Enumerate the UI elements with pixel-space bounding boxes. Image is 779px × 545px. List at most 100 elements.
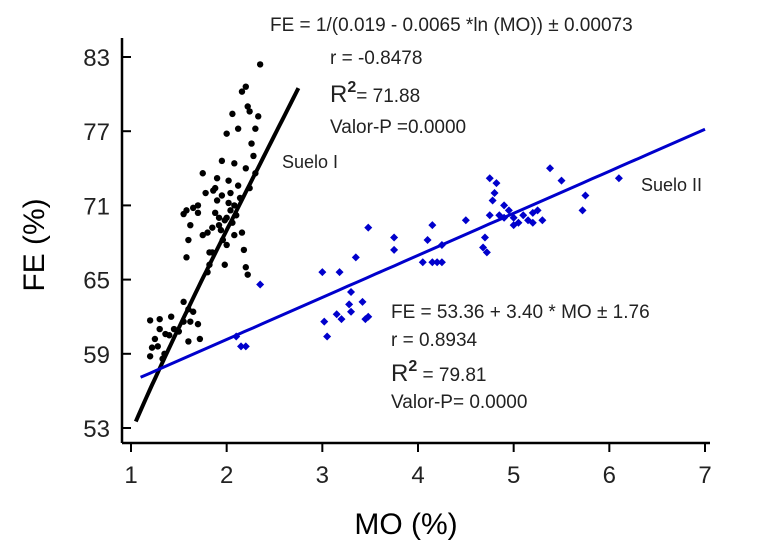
point-suelo-i (209, 224, 216, 231)
point-suelo-i (154, 343, 161, 350)
point-suelo-ii (364, 312, 373, 321)
point-suelo-i (231, 231, 238, 239)
point-suelo-ii (323, 332, 332, 341)
point-suelo-i (252, 125, 259, 132)
point-suelo-i (210, 187, 217, 194)
point-suelo-ii (437, 240, 446, 249)
point-suelo-i (225, 199, 232, 207)
point-suelo-i (206, 261, 213, 268)
point-suelo-i (244, 103, 251, 110)
point-suelo-i (146, 353, 154, 360)
point-suelo-i (187, 221, 194, 229)
point-suelo-ii (418, 258, 427, 267)
point-suelo-i (234, 182, 242, 189)
point-suelo-ii (461, 216, 470, 225)
y-tick-label: 53 (83, 416, 110, 443)
r-bottom: r = 0.8934 (391, 330, 478, 351)
point-suelo-i (236, 194, 244, 202)
r2-bottom-prefix: R (391, 360, 408, 387)
point-suelo-i (167, 313, 175, 320)
point-suelo-ii (538, 216, 547, 225)
point-suelo-i (242, 264, 249, 271)
point-suelo-i (180, 298, 187, 306)
r2-top-sup: 2 (347, 79, 356, 96)
point-suelo-ii (485, 174, 494, 183)
point-suelo-i (156, 325, 163, 333)
point-suelo-i (161, 350, 168, 357)
point-suelo-ii (504, 206, 513, 215)
point-suelo-ii (546, 164, 555, 173)
point-suelo-ii (364, 223, 373, 232)
point-suelo-ii (335, 268, 344, 277)
point-suelo-i (213, 197, 221, 204)
y-tick-label: 71 (83, 193, 110, 220)
y-tick-label: 65 (83, 268, 110, 295)
axes (120, 38, 710, 445)
point-suelo-ii (557, 176, 566, 185)
point-suelo-i (166, 332, 173, 339)
r-top: r = -0.8478 (330, 48, 422, 69)
y-axis-label: FE (%) (18, 198, 51, 291)
r2-top-value: = 71.88 (356, 86, 420, 107)
point-suelo-i (159, 355, 166, 362)
point-suelo-i (180, 318, 187, 325)
point-suelo-i (180, 210, 187, 218)
point-suelo-ii (490, 189, 499, 198)
point-suelo-ii (320, 317, 329, 326)
annotation-suelo-ii: Suelo II (641, 175, 702, 195)
point-suelo-ii (237, 342, 246, 351)
point-suelo-i (242, 165, 249, 172)
point-suelo-i (194, 202, 202, 209)
point-suelo-i (223, 130, 230, 137)
point-suelo-ii (533, 206, 542, 215)
point-suelo-ii (528, 218, 537, 227)
equation-box-suelo-ii: FE = 53.36 + 3.40 * MO ± 1.76 r = 0.8934… (391, 302, 650, 413)
r2-top-prefix: R (330, 81, 347, 108)
p-top: Valor-P =0.0000 (330, 117, 466, 138)
equation-box-suelo-i: FE = 1/(0.019 - 0.0065 *ln (MO)) ± 0.000… (270, 15, 633, 138)
point-suelo-i (238, 229, 246, 236)
point-suelo-i (199, 231, 206, 239)
point-suelo-i (219, 236, 227, 244)
point-suelo-ii (351, 253, 360, 262)
point-suelo-i (233, 212, 240, 219)
point-suelo-i (189, 204, 197, 212)
point-suelo-ii (332, 310, 341, 319)
point-suelo-ii (581, 191, 590, 200)
point-suelo-i (185, 338, 192, 345)
point-suelo-ii (488, 196, 497, 205)
point-suelo-ii (318, 268, 327, 277)
point-suelo-i (246, 108, 253, 115)
point-suelo-i (218, 157, 226, 165)
point-suelo-i (211, 209, 219, 217)
point-suelo-ii (428, 258, 437, 267)
point-suelo-i (231, 160, 238, 167)
point-suelo-ii (347, 287, 356, 296)
point-suelo-ii (614, 174, 623, 183)
data-points (146, 61, 623, 362)
point-suelo-i (223, 241, 230, 249)
point-suelo-i (156, 315, 163, 323)
point-suelo-ii (256, 280, 265, 289)
point-suelo-i (234, 125, 242, 132)
point-suelo-ii (241, 342, 250, 351)
point-suelo-i (215, 221, 223, 229)
annotation-suelo-i: Suelo I (282, 152, 338, 172)
point-suelo-ii (485, 211, 494, 220)
point-suelo-i (194, 209, 202, 217)
point-suelo-i (250, 152, 257, 160)
point-suelo-ii (482, 248, 491, 257)
point-suelo-i (202, 189, 209, 197)
point-suelo-ii (578, 206, 587, 215)
r2-bottom: R2 = 79.81 (391, 358, 486, 387)
r2-bottom-sup: 2 (408, 358, 417, 375)
x-tick-label: 7 (698, 462, 711, 489)
point-suelo-ii (479, 243, 488, 252)
x-tick-label: 3 (316, 462, 329, 489)
point-suelo-i (196, 335, 204, 343)
point-suelo-i (242, 83, 249, 90)
point-suelo-ii (492, 179, 501, 188)
point-suelo-i (244, 271, 251, 278)
point-suelo-i (246, 184, 253, 192)
x-ticks: 1 2 3 4 5 6 7 (124, 443, 712, 489)
